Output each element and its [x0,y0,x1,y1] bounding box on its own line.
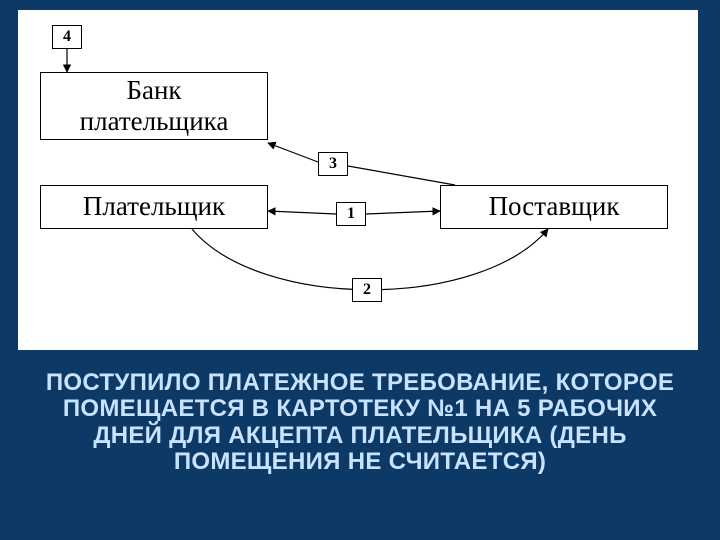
number-n3: 3 [318,152,348,176]
number-n4: 4 [52,25,82,49]
node-bank: Банк плательщика [40,72,268,140]
node-payer: Плательщик [40,185,268,229]
node-supplier: Поставщик [440,185,668,229]
number-n2: 2 [352,278,382,302]
number-n1: 1 [336,202,366,226]
caption-text: ПОСТУПИЛО ПЛАТЕЖНОЕ ТРЕБОВАНИЕ, КОТОРОЕ … [30,370,690,476]
